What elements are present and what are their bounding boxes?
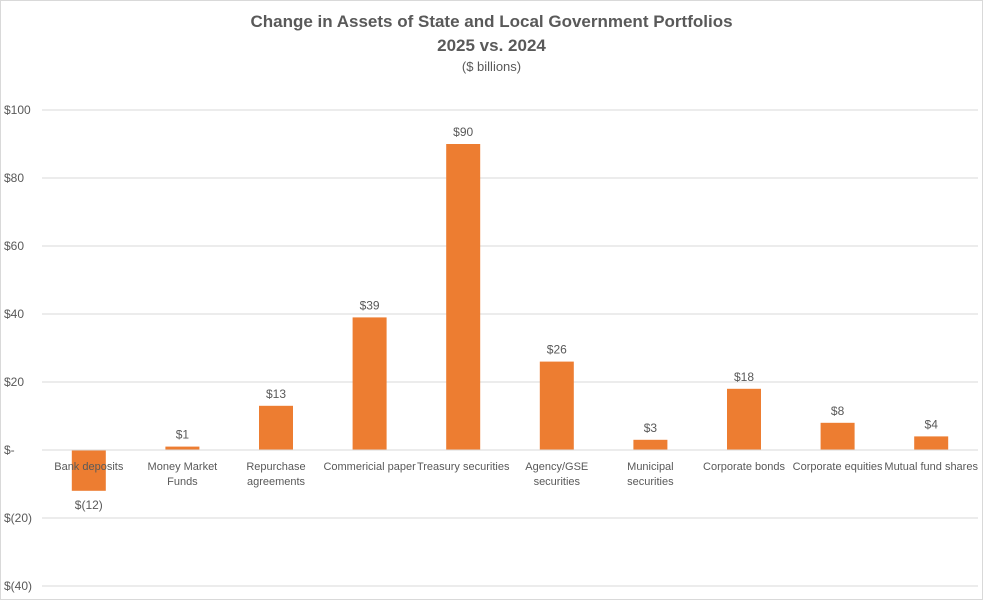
x-tick-label: Funds	[167, 476, 198, 488]
chart-subtitle: 2025 vs. 2024	[437, 36, 546, 55]
bar	[259, 405, 293, 450]
data-label: $18	[734, 370, 754, 384]
data-label: $26	[547, 343, 567, 357]
x-tick-label: Treasury securities	[417, 461, 510, 473]
gridlines	[42, 109, 978, 587]
bar	[446, 144, 481, 450]
y-tick-label: $40	[4, 307, 24, 321]
bar	[539, 361, 574, 450]
data-label: $4	[925, 417, 939, 431]
bar	[820, 422, 855, 450]
data-label: $90	[453, 125, 473, 139]
y-axis: $100 $80 $60 $40 $20 $- $(20) $(40)	[4, 103, 32, 593]
x-tick-label: Bank deposits	[54, 461, 124, 473]
data-label: $3	[644, 421, 658, 435]
x-tick-label: Corporate bonds	[703, 461, 785, 473]
data-label: $(12)	[75, 498, 103, 512]
x-tick-label: Agency/GSE	[525, 461, 588, 473]
y-tick-label: $(40)	[4, 579, 32, 593]
x-tick-label: Corporate equities	[793, 461, 883, 473]
bar	[165, 446, 200, 450]
x-tick-label: Commericial paper	[323, 461, 416, 473]
y-tick-label: $(20)	[4, 511, 32, 525]
bar	[352, 317, 387, 450]
x-tick-label: Municipal	[627, 461, 673, 473]
bar	[71, 450, 106, 491]
chart-unit-label: ($ billions)	[461, 59, 522, 74]
y-tick-label: $-	[4, 443, 15, 457]
data-label: $39	[360, 298, 380, 312]
x-tick-label: securities	[534, 476, 581, 488]
bar	[633, 439, 668, 450]
data-label: $13	[266, 387, 286, 401]
y-tick-label: $100	[4, 103, 31, 117]
x-tick-label: agreements	[247, 476, 306, 488]
x-tick-label: Money Market	[148, 461, 218, 473]
x-tick-label: Repurchase	[246, 461, 305, 473]
data-labels: $(12) $1 $13 $39 $90 $26 $3 $18 $8 $4	[75, 125, 938, 512]
x-tick-label: Mutual fund shares	[884, 461, 978, 473]
y-tick-label: $20	[4, 375, 24, 389]
bar	[727, 388, 761, 450]
y-tick-label: $60	[4, 239, 24, 253]
x-tick-label: securities	[627, 476, 674, 488]
data-label: $1	[176, 428, 190, 442]
chart-title: Change in Assets of State and Local Gove…	[250, 12, 733, 31]
x-axis: Bank deposits Money Market Funds Repurchase…	[54, 461, 978, 488]
bar	[914, 436, 949, 450]
data-label: $8	[831, 404, 845, 418]
y-tick-label: $80	[4, 171, 24, 185]
bars	[71, 144, 949, 491]
